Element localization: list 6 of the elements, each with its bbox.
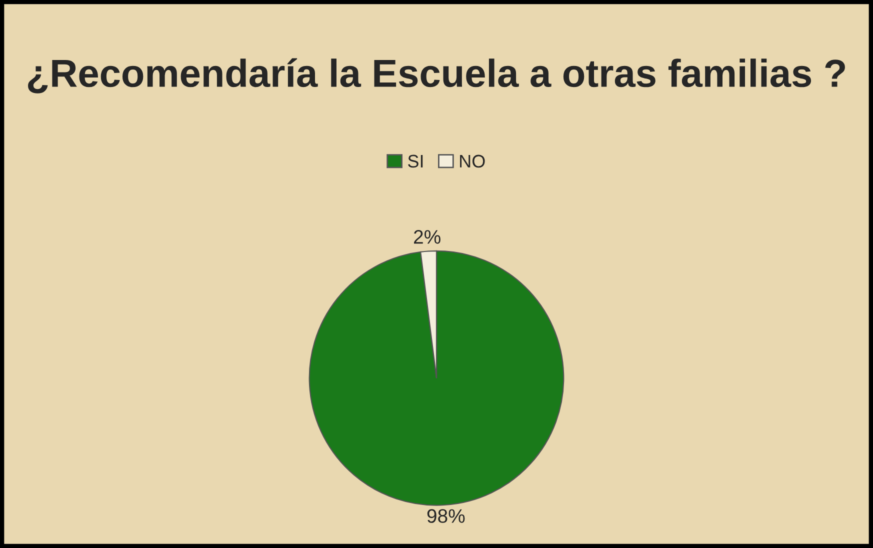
chart-title: ¿Recomendaría la Escuela a otras familias ? [28, 58, 845, 94]
data-label: 98% [427, 509, 465, 523]
legend-label: NO [460, 154, 485, 168]
pie-slice [308, 250, 564, 506]
legend-label: SI [408, 154, 423, 168]
data-label: 2% [414, 230, 440, 244]
